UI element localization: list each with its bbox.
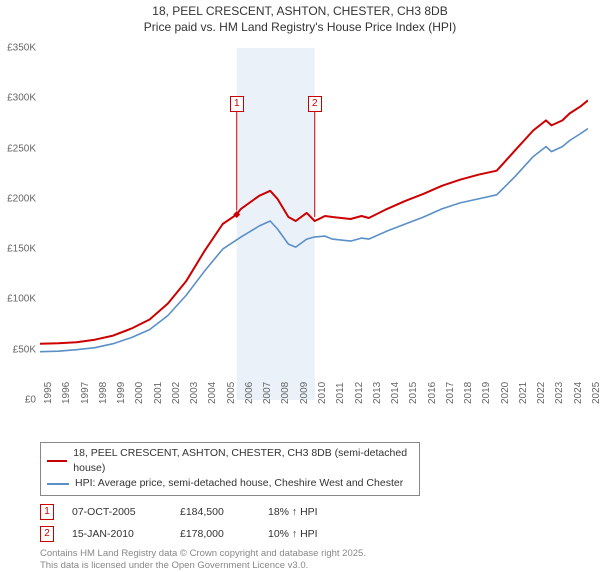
x-axis-tick: 2015 [408, 382, 426, 404]
legend-row: HPI: Average price, semi-detached house,… [47, 476, 413, 491]
x-axis-tick: 2005 [226, 382, 244, 404]
x-axis-tick: 2011 [335, 382, 353, 404]
x-axis-tick: 2010 [317, 382, 335, 404]
chart-area: £0£50K£100K£150K£200K£250K£300K£350K1995… [40, 48, 588, 418]
x-axis-tick: 2008 [280, 382, 298, 404]
events-table: 1 07-OCT-2005 £184,500 18% ↑ HPI 2 15-JA… [40, 504, 588, 542]
y-axis-tick: £200K [7, 193, 36, 204]
y-axis-tick: £100K [7, 294, 36, 305]
legend-row: 18, PEEL CRESCENT, ASHTON, CHESTER, CH3 … [47, 446, 413, 476]
event-delta: 18% ↑ HPI [268, 506, 318, 518]
y-axis-tick: £350K [7, 43, 36, 54]
x-axis-tick: 1998 [98, 382, 116, 404]
legend-swatch [47, 460, 67, 462]
x-axis-tick: 2019 [481, 382, 499, 404]
x-axis-tick: 2024 [573, 382, 591, 404]
y-axis-tick: £250K [7, 143, 36, 154]
x-axis-tick: 2000 [134, 382, 152, 404]
event-row: 2 15-JAN-2010 £178,000 10% ↑ HPI [40, 526, 588, 542]
legend-label: HPI: Average price, semi-detached house,… [75, 476, 403, 491]
y-axis-tick: £300K [7, 93, 36, 104]
x-axis-tick: 1995 [43, 382, 61, 404]
event-delta: 10% ↑ HPI [268, 528, 318, 540]
title-address: 18, PEEL CRESCENT, ASHTON, CHESTER, CH3 … [10, 4, 590, 20]
x-axis-tick: 1996 [61, 382, 79, 404]
event-date: 15-JAN-2010 [72, 528, 162, 540]
y-axis-tick: £50K [13, 344, 36, 355]
x-axis-tick: 2001 [153, 382, 171, 404]
legend-label: 18, PEEL CRESCENT, ASHTON, CHESTER, CH3 … [73, 446, 413, 476]
chart-container: 18, PEEL CRESCENT, ASHTON, CHESTER, CH3 … [0, 0, 600, 560]
x-axis-tick: 2006 [244, 382, 262, 404]
callout-marker: 1 [230, 96, 244, 112]
title-block: 18, PEEL CRESCENT, ASHTON, CHESTER, CH3 … [0, 0, 600, 37]
x-axis-tick: 2020 [500, 382, 518, 404]
x-axis-tick: 2018 [463, 382, 481, 404]
y-axis-tick: £150K [7, 244, 36, 255]
x-axis-tick: 2009 [299, 382, 317, 404]
x-axis-tick: 2012 [354, 382, 372, 404]
legend: 18, PEEL CRESCENT, ASHTON, CHESTER, CH3 … [40, 442, 420, 496]
x-axis-tick: 2023 [554, 382, 572, 404]
x-axis-tick: 2014 [390, 382, 408, 404]
event-marker: 1 [40, 504, 54, 520]
x-axis-tick: 2016 [427, 382, 445, 404]
x-axis-tick: 1999 [116, 382, 134, 404]
x-axis-tick: 2013 [372, 382, 390, 404]
x-axis-tick: 2002 [171, 382, 189, 404]
x-axis-tick: 2021 [518, 382, 536, 404]
x-axis-tick: 2004 [207, 382, 225, 404]
event-date: 07-OCT-2005 [72, 506, 162, 518]
x-axis-tick: 2017 [445, 382, 463, 404]
callout-marker: 2 [308, 96, 322, 112]
credit-line: Contains HM Land Registry data © Crown c… [40, 548, 588, 560]
credit-line: This data is licensed under the Open Gov… [40, 560, 588, 572]
event-price: £178,000 [180, 528, 250, 540]
x-axis-tick: 2007 [262, 382, 280, 404]
legend-swatch [47, 483, 69, 485]
title-subtitle: Price paid vs. HM Land Registry's House … [10, 20, 590, 36]
event-marker: 2 [40, 526, 54, 542]
x-axis-tick: 2025 [591, 382, 600, 404]
event-price: £184,500 [180, 506, 250, 518]
y-axis-tick: £0 [25, 395, 36, 406]
x-axis-tick: 2003 [189, 382, 207, 404]
event-row: 1 07-OCT-2005 £184,500 18% ↑ HPI [40, 504, 588, 520]
x-axis-tick: 1997 [80, 382, 98, 404]
x-axis-tick: 2022 [536, 382, 554, 404]
footer-block: 18, PEEL CRESCENT, ASHTON, CHESTER, CH3 … [40, 442, 588, 572]
